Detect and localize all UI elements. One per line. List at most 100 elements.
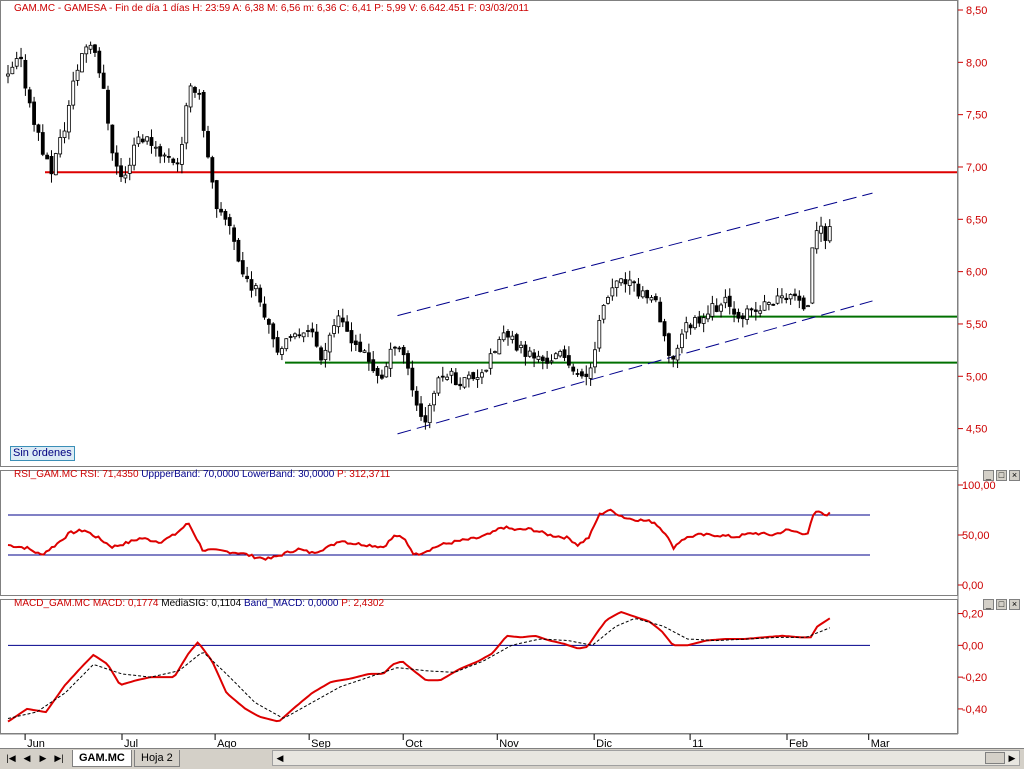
candle	[558, 349, 563, 358]
candle	[401, 344, 406, 364]
next-sheet-icon[interactable]: ▶	[39, 753, 47, 763]
candle	[288, 334, 293, 342]
x-tick-label: Jul	[124, 738, 138, 750]
candle	[458, 377, 463, 390]
last-sheet-icon[interactable]: ▶|	[54, 753, 64, 763]
candle	[253, 282, 258, 297]
candle	[484, 369, 489, 373]
candle	[375, 366, 380, 384]
x-tick-label: Sep	[311, 738, 331, 750]
scroll-right-icon[interactable]: ▶	[1008, 753, 1016, 763]
rsi-name: RSI_GAM.MC	[14, 469, 78, 480]
rsi-maximize-button[interactable]: □	[996, 470, 1007, 481]
candle	[545, 350, 550, 369]
candle	[597, 314, 602, 352]
macd-close-button[interactable]: ×	[1009, 599, 1020, 610]
candle	[106, 85, 110, 131]
x-tick-label: Nov	[499, 738, 519, 750]
candle	[262, 296, 267, 320]
candle	[166, 148, 171, 163]
scroll-thumb[interactable]	[985, 752, 1005, 764]
candle	[706, 305, 710, 323]
candle	[810, 247, 815, 305]
orders-badge[interactable]: Sin órdenes	[10, 446, 75, 461]
header-f: 03/03/2011	[479, 3, 529, 14]
rsi-tick-label: 0,00	[962, 580, 983, 592]
candle	[153, 141, 158, 157]
candle	[362, 349, 367, 354]
candle	[62, 122, 67, 144]
candle	[784, 293, 789, 304]
candle	[223, 209, 228, 226]
candle	[658, 297, 663, 323]
first-sheet-icon[interactable]: |◀	[6, 753, 16, 763]
tab-gam-mc[interactable]: GAM.MC	[72, 750, 132, 767]
rsi-close-button[interactable]: ×	[1009, 470, 1020, 481]
rsi-panel-frame	[0, 470, 958, 596]
candle	[671, 355, 676, 368]
prev-sheet-icon[interactable]: ◀	[23, 753, 31, 763]
candle	[758, 305, 763, 318]
candle	[727, 288, 732, 315]
candle	[80, 53, 84, 73]
candle	[193, 85, 197, 98]
candle	[536, 350, 541, 363]
price-tick-label: 6,00	[966, 267, 987, 279]
horizontal-scrollbar[interactable]: ◀ ▶	[272, 750, 1020, 766]
price-tick-label: 4,50	[966, 424, 987, 436]
candle	[619, 277, 623, 286]
candle	[753, 301, 758, 321]
candle	[719, 302, 723, 318]
candle	[371, 351, 376, 373]
candle	[775, 288, 780, 305]
x-tick-label: Jun	[27, 738, 45, 750]
candle	[101, 64, 106, 89]
candle	[145, 136, 150, 145]
candle	[84, 44, 89, 63]
x-tick-label: Oct	[405, 738, 422, 750]
x-tick-label: Ago	[217, 738, 237, 750]
candle	[645, 289, 650, 304]
candle	[353, 334, 358, 351]
candle	[462, 377, 467, 389]
macd-maximize-button[interactable]: □	[996, 599, 1007, 610]
candle	[623, 272, 628, 293]
candle	[97, 47, 102, 78]
rsi-minimize-button[interactable]: _	[983, 470, 994, 481]
rsi-header: RSI_GAM.MC RSI: 71,4350 UppperBand: 70,0…	[14, 469, 391, 480]
candle	[158, 143, 163, 164]
channel-lower-line[interactable]	[397, 300, 873, 435]
channel-upper-line[interactable]	[397, 192, 873, 317]
scroll-left-icon[interactable]: ◀	[276, 753, 284, 763]
candle	[549, 354, 554, 365]
macd-tick-label: -0,40	[962, 704, 987, 716]
candle	[214, 179, 219, 218]
candle	[227, 213, 232, 235]
candle	[197, 89, 202, 100]
rsi-tick-label: 50,00	[962, 530, 990, 542]
candle	[575, 368, 580, 378]
x-tick-label: Mar	[871, 738, 890, 750]
candle	[306, 324, 310, 338]
candle	[540, 354, 545, 370]
candle	[136, 131, 141, 147]
rsi-p: 312,3711	[349, 469, 391, 480]
macd-minimize-button[interactable]: _	[983, 599, 994, 610]
price-tick-label: 5,00	[966, 371, 987, 383]
candle	[510, 330, 515, 344]
candle	[745, 305, 750, 325]
candle	[797, 290, 802, 309]
tab-hoja-2[interactable]: Hoja 2	[134, 750, 180, 767]
candle	[236, 238, 241, 263]
header-a: 6,38	[244, 3, 265, 14]
candle	[14, 51, 19, 70]
candle	[453, 368, 458, 386]
candle	[501, 325, 506, 342]
candle	[332, 318, 336, 338]
candle	[814, 221, 819, 254]
candle	[53, 152, 58, 176]
candle	[180, 136, 184, 174]
x-tick-label: 11	[692, 738, 703, 750]
candle	[749, 307, 754, 317]
candle	[653, 293, 658, 303]
